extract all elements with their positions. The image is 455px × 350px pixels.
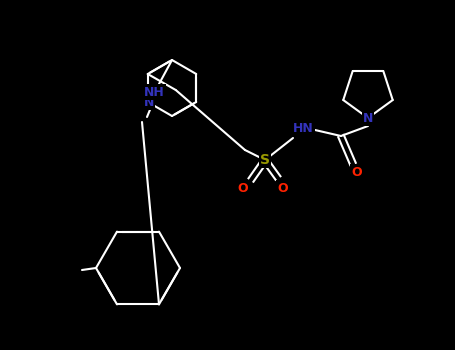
Text: O: O [352,166,362,178]
Text: NH: NH [144,85,164,98]
Text: HN: HN [293,121,313,134]
Text: O: O [238,182,248,195]
Text: N: N [363,112,373,125]
Text: N: N [144,96,154,108]
Text: S: S [260,153,270,167]
Text: O: O [278,182,288,195]
